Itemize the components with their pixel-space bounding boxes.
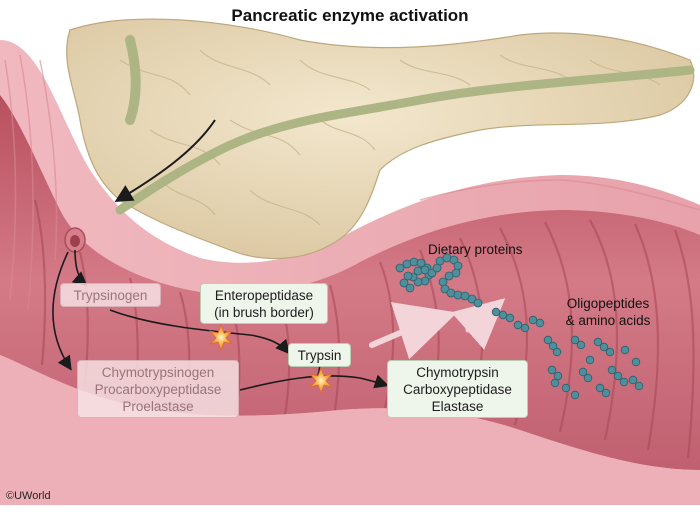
amino-acids-text: & amino acids bbox=[565, 313, 651, 328]
enteropeptidase-text: Enteropeptidase bbox=[214, 288, 314, 303]
procarboxypeptidase-text: Procarboxypeptidase bbox=[94, 382, 222, 397]
active-enzymes-label: Chymotrypsin Carboxypeptidase Elastase bbox=[387, 360, 528, 418]
enteropeptidase-label: Enteropeptidase (in brush border) bbox=[200, 283, 328, 324]
trypsinogen-label: Trypsinogen bbox=[60, 283, 161, 307]
oligopeptides-label: Oligopeptides & amino acids bbox=[548, 295, 668, 329]
trypsinogen-text: Trypsinogen bbox=[73, 288, 148, 303]
trypsin-text: Trypsin bbox=[297, 348, 342, 363]
copyright-notice: ©UWorld bbox=[6, 490, 51, 502]
secretion-flow-arrow bbox=[114, 119, 216, 203]
duodenum-lower-wall bbox=[0, 355, 700, 505]
activation-burst-enteropeptidase bbox=[208, 323, 234, 352]
dietary-protein-chain bbox=[395, 253, 483, 308]
arrow-ampulla-to-trypsinogen bbox=[71, 249, 88, 287]
pancreatic-duct bbox=[115, 65, 695, 215]
arrow-trypsinogen-to-trypsin bbox=[109, 309, 291, 355]
carboxypeptidase-text: Carboxypeptidase bbox=[403, 382, 512, 397]
diagram-title: Pancreatic enzyme activation bbox=[231, 6, 469, 25]
zymogens-label: Chymotrypsinogen Procarboxypeptidase Pro… bbox=[77, 360, 239, 418]
activation-burst-trypsin bbox=[308, 366, 334, 395]
ampulla bbox=[64, 227, 86, 253]
chymotrypsin-text: Chymotrypsin bbox=[416, 365, 499, 380]
arrow-zymogens-to-active bbox=[239, 374, 390, 391]
wall-stripes bbox=[4, 54, 700, 311]
elastase-text: Elastase bbox=[431, 399, 484, 414]
arrow-proteins-to-peptides bbox=[451, 298, 506, 350]
chymotrypsinogen-text: Chymotrypsinogen bbox=[101, 365, 215, 380]
dietary-proteins-label: Dietary proteins bbox=[428, 242, 523, 257]
proelastase-text: Proelastase bbox=[122, 399, 194, 414]
duct-branch bbox=[125, 35, 141, 125]
peptide-fragments bbox=[491, 307, 644, 400]
enteropeptidase-location-text: (in brush border) bbox=[214, 305, 314, 320]
oligopeptides-text: Oligopeptides bbox=[566, 296, 650, 311]
arrow-enzymes-to-proteins bbox=[369, 302, 458, 360]
arrow-ampulla-to-zymogens bbox=[52, 251, 72, 371]
pancreas-lobules bbox=[119, 49, 661, 226]
trypsin-label: Trypsin bbox=[288, 343, 351, 367]
